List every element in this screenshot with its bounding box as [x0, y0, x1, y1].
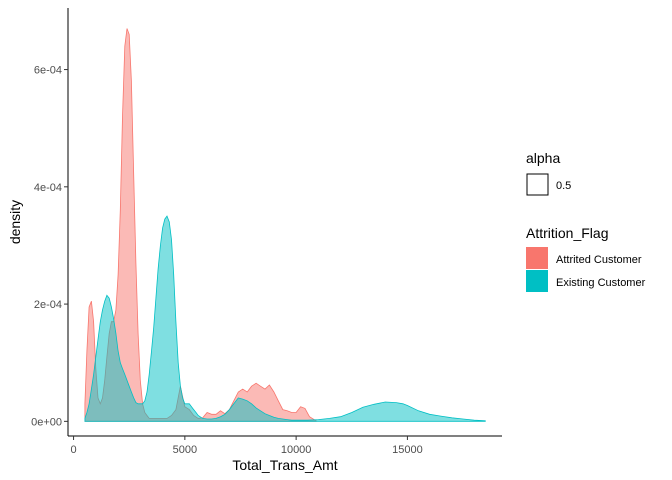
x-tick-label: 10000	[281, 444, 312, 456]
y-ticks: 0e+00 2e-04 4e-04 6e-04	[31, 65, 68, 428]
y-axis-title: density	[7, 200, 23, 244]
legend-key-attrited	[526, 247, 548, 269]
legend-alpha-key	[526, 173, 549, 196]
legend-label-existing: Existing Customer	[556, 277, 646, 289]
axes	[67, 8, 502, 437]
x-ticks: 0 5000 10000 15000	[71, 436, 423, 456]
legend-attrition-flag: Attrition_Flag Attrited Customer Existin…	[526, 225, 646, 292]
legend-alpha-label: 0.5	[556, 180, 571, 192]
y-tick-label: 6e-04	[34, 65, 62, 77]
x-tick-label: 0	[71, 444, 77, 456]
legend-key-existing	[526, 270, 548, 292]
y-tick-label: 0e+00	[31, 416, 62, 428]
density-area-existing	[84, 215, 486, 422]
y-tick-label: 2e-04	[34, 299, 62, 311]
x-axis-title: Total_Trans_Amt	[232, 457, 337, 473]
legend-attrition-title: Attrition_Flag	[526, 225, 608, 241]
y-tick-label: 4e-04	[34, 182, 62, 194]
density-areas	[84, 28, 486, 422]
legend-alpha-title: alpha	[526, 150, 560, 166]
legend-label-attrited: Attrited Customer	[556, 254, 642, 266]
x-tick-label: 5000	[173, 444, 197, 456]
legend-alpha: alpha 0.5	[526, 150, 571, 196]
x-tick-label: 15000	[392, 444, 423, 456]
